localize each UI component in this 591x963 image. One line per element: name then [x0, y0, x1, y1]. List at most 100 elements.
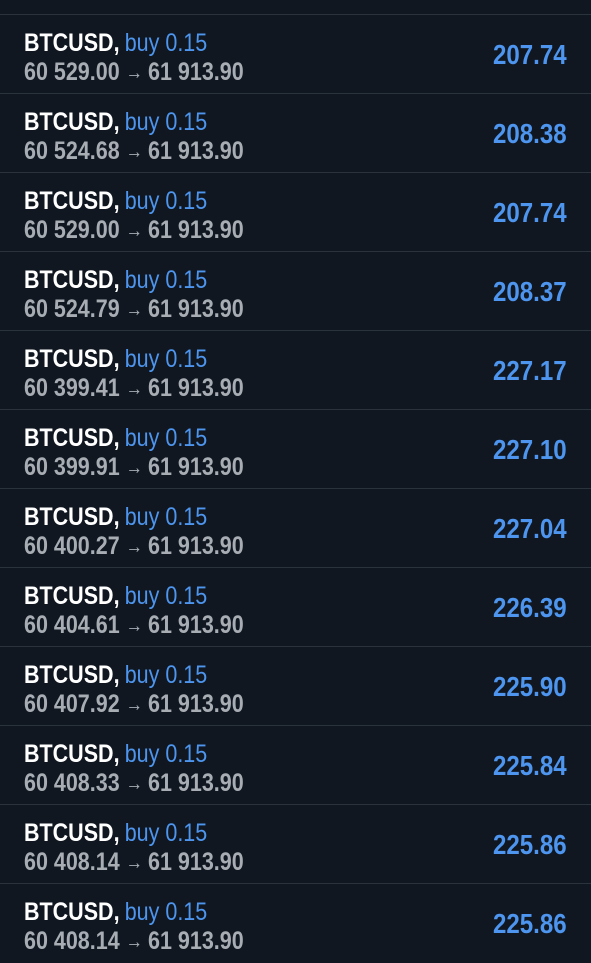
symbol-separator: , [113, 29, 120, 57]
symbol-separator: , [113, 503, 120, 531]
symbol-separator: , [113, 187, 120, 215]
position-profit: 227.04 [493, 513, 567, 544]
position-symbol: BTCUSD [24, 266, 114, 294]
position-prices: 60 529.00 → 61 913.90 [24, 58, 244, 87]
position-header: BTCUSD, buy 0.15 [24, 266, 207, 294]
symbol-separator: , [113, 108, 120, 136]
arrow-right-icon: → [125, 536, 143, 558]
arrow-right-icon: → [125, 378, 143, 400]
position-header: BTCUSD, buy 0.15 [24, 424, 207, 452]
position-symbol: BTCUSD [24, 582, 114, 610]
position-row[interactable]: BTCUSD, buy 0.15 60 529.00 → 61 913.90 207.… [0, 15, 591, 94]
position-row[interactable]: BTCUSD, buy 0.15 60 407.92 → 61 913.90 225.… [0, 647, 591, 726]
arrow-right-icon: → [125, 694, 143, 716]
position-row[interactable]: BTCUSD, buy 0.15 60 529.00 → 61 913.90 207.… [0, 173, 591, 252]
position-header: BTCUSD, buy 0.15 [24, 345, 207, 373]
arrow-right-icon: → [125, 852, 143, 874]
position-header: BTCUSD, buy 0.15 [24, 661, 207, 689]
position-row[interactable]: BTCUSD, buy 0.15 60 399.91 → 61 913.90 227.… [0, 410, 591, 489]
position-side-volume: buy 0.15 [124, 108, 208, 136]
position-profit: 227.17 [493, 355, 567, 386]
arrow-right-icon: → [125, 62, 143, 84]
position-symbol: BTCUSD [24, 740, 114, 768]
position-prices: 60 404.61 → 61 913.90 [24, 611, 244, 640]
position-prices: 60 400.27 → 61 913.90 [24, 532, 244, 561]
position-side-volume: buy 0.15 [124, 29, 208, 57]
position-prices: 60 408.14 → 61 913.90 [24, 848, 244, 877]
position-profit: 225.86 [493, 908, 567, 939]
open-price: 60 408.33 [24, 769, 120, 797]
position-symbol: BTCUSD [24, 661, 114, 689]
position-row[interactable]: BTCUSD, buy 0.15 60 524.68 → 61 913.90 208.… [0, 94, 591, 173]
position-prices: 60 399.91 → 61 913.90 [24, 453, 244, 482]
position-row[interactable]: BTCUSD, buy 0.15 60 524.79 → 61 913.90 208.… [0, 252, 591, 331]
position-profit: 207.74 [493, 39, 567, 70]
open-price: 60 404.61 [24, 611, 120, 639]
position-header: BTCUSD, buy 0.15 [24, 898, 207, 926]
position-header: BTCUSD, buy 0.15 [24, 503, 207, 531]
symbol-separator: , [113, 898, 120, 926]
position-symbol: BTCUSD [24, 108, 114, 136]
position-side-volume: buy 0.15 [124, 740, 208, 768]
position-row[interactable]: BTCUSD, buy 0.15 60 404.61 → 61 913.90 226.… [0, 568, 591, 647]
position-row[interactable]: BTCUSD, buy 0.15 60 408.14 → 61 913.90 225.… [0, 805, 591, 884]
position-profit: 225.86 [493, 829, 567, 860]
position-header: BTCUSD, buy 0.15 [24, 108, 207, 136]
position-prices: 60 524.79 → 61 913.90 [24, 295, 244, 324]
arrow-right-icon: → [125, 615, 143, 637]
position-prices: 60 399.41 → 61 913.90 [24, 374, 244, 403]
symbol-separator: , [113, 345, 120, 373]
position-profit: 225.84 [493, 750, 567, 781]
symbol-separator: , [113, 740, 120, 768]
current-price: 61 913.90 [148, 532, 244, 560]
position-symbol: BTCUSD [24, 29, 114, 57]
position-symbol: BTCUSD [24, 819, 114, 847]
open-price: 60 524.68 [24, 137, 120, 165]
symbol-separator: , [113, 661, 120, 689]
arrow-right-icon: → [125, 773, 143, 795]
position-profit: 226.39 [493, 592, 567, 623]
position-prices: 60 529.00 → 61 913.90 [24, 216, 244, 245]
position-symbol: BTCUSD [24, 898, 114, 926]
position-profit: 207.74 [493, 197, 567, 228]
position-header: BTCUSD, buy 0.15 [24, 740, 207, 768]
position-side-volume: buy 0.15 [124, 187, 208, 215]
arrow-right-icon: → [125, 299, 143, 321]
position-symbol: BTCUSD [24, 345, 114, 373]
position-row[interactable]: BTCUSD, buy 0.15 60 408.33 → 61 913.90 225.… [0, 726, 591, 805]
position-row[interactable]: BTCUSD, buy 0.15 60 400.27 → 61 913.90 227.… [0, 489, 591, 568]
position-side-volume: buy 0.15 [124, 582, 208, 610]
position-side-volume: buy 0.15 [124, 661, 208, 689]
position-side-volume: buy 0.15 [124, 424, 208, 452]
arrow-right-icon: → [125, 457, 143, 479]
open-price: 60 399.91 [24, 453, 120, 481]
position-header: BTCUSD, buy 0.15 [24, 187, 207, 215]
position-profit: 208.38 [493, 118, 567, 149]
position-prices: 60 408.33 → 61 913.90 [24, 769, 244, 798]
open-price: 60 529.00 [24, 216, 120, 244]
position-header: BTCUSD, buy 0.15 [24, 29, 207, 57]
position-prices: 60 408.14 → 61 913.90 [24, 927, 244, 956]
position-side-volume: buy 0.15 [124, 266, 208, 294]
position-symbol: BTCUSD [24, 503, 114, 531]
position-side-volume: buy 0.15 [124, 345, 208, 373]
current-price: 61 913.90 [148, 295, 244, 323]
position-row[interactable]: BTCUSD, buy 0.15 60 408.14 → 61 913.90 225.… [0, 884, 591, 963]
list-top-divider [0, 0, 591, 15]
position-profit: 208.37 [493, 276, 567, 307]
position-profit: 227.10 [493, 434, 567, 465]
position-row[interactable]: BTCUSD, buy 0.15 60 399.41 → 61 913.90 227.… [0, 331, 591, 410]
position-header: BTCUSD, buy 0.15 [24, 582, 207, 610]
open-price: 60 408.14 [24, 848, 120, 876]
open-price: 60 408.14 [24, 927, 120, 955]
open-price: 60 407.92 [24, 690, 120, 718]
symbol-separator: , [113, 582, 120, 610]
open-price: 60 524.79 [24, 295, 120, 323]
current-price: 61 913.90 [148, 848, 244, 876]
current-price: 61 913.90 [148, 216, 244, 244]
current-price: 61 913.90 [148, 769, 244, 797]
position-header: BTCUSD, buy 0.15 [24, 819, 207, 847]
current-price: 61 913.90 [148, 137, 244, 165]
positions-list: BTCUSD, buy 0.15 60 529.00 → 61 913.90 207.… [0, 15, 591, 963]
arrow-right-icon: → [125, 931, 143, 953]
